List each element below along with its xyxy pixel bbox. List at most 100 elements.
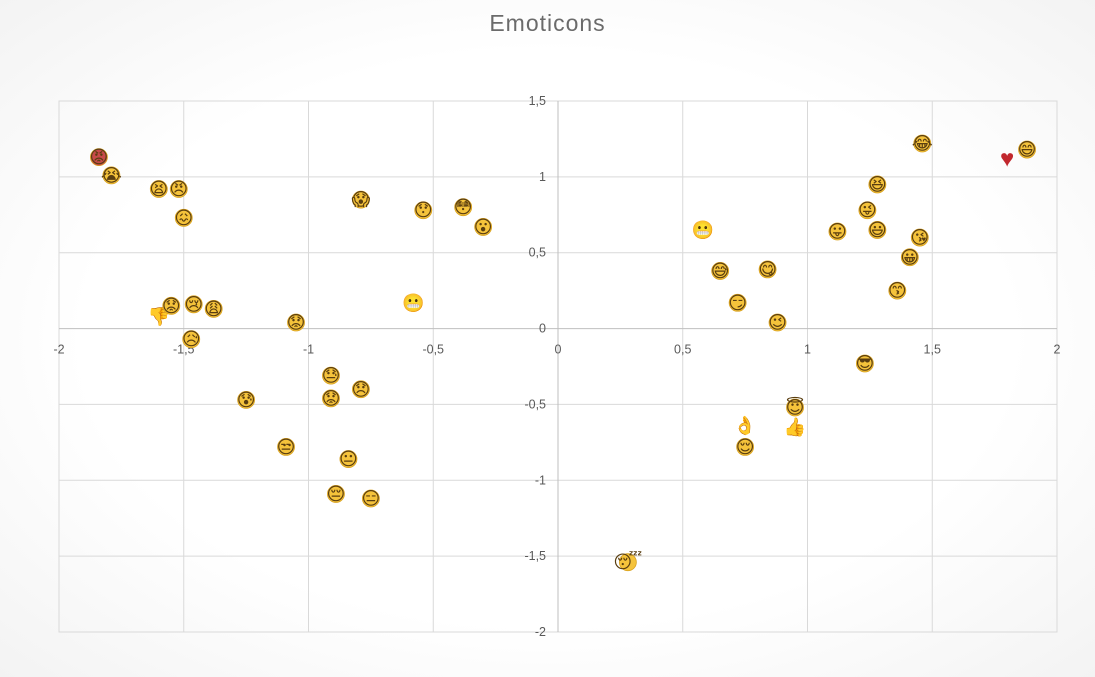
smirking-face-icon: 😏	[728, 293, 747, 314]
flushed-face-icon: 😳	[454, 197, 473, 218]
data-point-winking-face-with-tongue: 😜	[858, 200, 877, 221]
hushed-face-icon: 😯	[414, 200, 433, 221]
data-point-ok-hand: 👌	[734, 416, 756, 437]
thumbs-up-icon: 👍	[784, 416, 806, 438]
smiling-face-with-sweat-marker	[711, 262, 730, 280]
data-point-grimacing-face-2: 😬	[691, 220, 713, 241]
data-point-sleeping-face: 😴	[613, 551, 642, 573]
data-point-worried-face: 😟	[162, 296, 181, 317]
data-point-loudly-crying-face: 😭	[101, 165, 122, 186]
data-point-face-with-tears-of-joy: 😂	[912, 133, 933, 154]
y-tick-label: 1	[539, 170, 546, 184]
winking-face-marker	[768, 313, 787, 332]
data-point-smirking-face: 😏	[728, 293, 747, 314]
worried-face-3-marker	[322, 389, 340, 408]
face-with-open-mouth-cold-sweat-marker	[237, 390, 256, 409]
pouting-face-icon: 😡	[90, 147, 109, 168]
y-tick-label: -2	[535, 625, 546, 639]
worried-face-icon: 😟	[162, 296, 181, 317]
x-tick-label: -2	[53, 343, 64, 357]
data-point-face-with-open-mouth: 😮	[474, 217, 493, 238]
flushed-face-marker	[454, 198, 473, 217]
thumbs-down-icon: 👎	[148, 306, 170, 327]
data-point-face-blowing-a-kiss: 😘	[910, 228, 929, 249]
data-point-grinning-face: 😀	[900, 247, 919, 268]
disappointed-relieved-face-marker	[182, 330, 201, 349]
crying-face-icon: 😢	[184, 294, 203, 315]
sleeping-face-icon: 😴	[613, 551, 642, 573]
angry-face-marker	[169, 180, 188, 198]
data-point-face-with-cold-sweat: 😓	[322, 366, 341, 387]
data-point-unamused-face: 😒	[277, 437, 296, 458]
face-with-cold-sweat-icon: 😓	[322, 366, 341, 387]
face-with-open-mouth-marker	[474, 218, 493, 236]
data-point-thumbs-up: 👍	[784, 416, 806, 438]
x-tick-label: -0,5	[422, 343, 444, 357]
loudly-crying-face-icon: 😭	[101, 165, 122, 186]
face-with-open-mouth-icon: 😮	[474, 217, 493, 238]
data-point-flushed-face: 😳	[454, 197, 473, 218]
worried-face-3-icon: 😟	[322, 388, 341, 409]
kissing-face-with-smiling-eyes-icon: 😙	[888, 281, 907, 302]
data-point-tired-face: 😫	[149, 179, 168, 200]
grinning-face-with-smiling-eyes-marker	[1018, 140, 1036, 159]
worried-face-2-marker	[287, 313, 305, 332]
data-point-face-with-tongue: 😛	[828, 221, 847, 242]
x-tick-label: 1,5	[924, 343, 941, 357]
data-point-face-screaming-in-fear: 😱	[352, 190, 371, 211]
grimacing-face-2-icon: 😬	[691, 220, 713, 241]
hushed-face-marker	[414, 201, 433, 220]
data-point-angry-face: 😠	[169, 179, 188, 200]
relieved-face-marker	[736, 438, 755, 456]
grinning-face-marker	[900, 248, 919, 267]
x-tick-label: 2	[1054, 343, 1061, 357]
red-heart-icon: ♥	[1000, 146, 1014, 173]
confounded-face-marker	[174, 208, 193, 227]
face-with-open-mouth-cold-sweat-icon: 😰	[237, 390, 256, 411]
face-savoring-food-marker	[758, 260, 777, 279]
grinning-face-with-big-eyes-marker	[868, 221, 887, 239]
smiling-face-with-halo-icon: 😇	[786, 396, 805, 418]
grimacing-face-icon: 😬	[402, 293, 424, 314]
data-point-face-savoring-food: 😋	[758, 259, 777, 280]
face-with-tears-of-joy-marker	[913, 134, 932, 153]
kissing-face-with-smiling-eyes-marker	[888, 281, 907, 300]
unamused-face-icon: 😒	[277, 437, 296, 458]
x-tick-label: 1	[804, 343, 811, 357]
smiling-face-with-sunglasses-marker	[855, 354, 874, 373]
face-blowing-a-kiss-marker	[910, 228, 929, 247]
y-tick-label: -1	[535, 473, 546, 487]
winking-face-with-tongue-icon: 😜	[858, 200, 877, 221]
loudly-crying-face-marker	[102, 166, 121, 185]
worried-face-marker	[162, 296, 181, 315]
disappointed-face-marker	[351, 380, 370, 399]
smiling-face-with-halo-marker	[786, 398, 804, 417]
x-tick-label: -1	[303, 343, 314, 357]
axes	[59, 101, 1057, 632]
face-blowing-a-kiss-icon: 😘	[910, 228, 929, 249]
data-point-weary-face: 😩	[204, 299, 223, 320]
angry-face-icon: 😠	[169, 179, 188, 200]
grimacing-face-marker	[404, 293, 423, 312]
face-screaming-in-fear-marker	[351, 190, 370, 209]
crying-face-marker	[184, 295, 203, 314]
data-point-worried-face-2: 😟	[287, 313, 306, 334]
y-tick-label: 1,5	[529, 94, 546, 108]
data-points: 😡😭😫 😠😖👎😟 😢 😩😥😰😟😒😓😟 😞😔 😑😐😱😯 😳😮😬😴😬😅😏😋😉👌😌😇👍😛😜😆😃😎😙…	[90, 133, 1037, 573]
x-tick-label: 0	[555, 343, 562, 357]
unamused-face-marker	[277, 438, 295, 456]
grinning-face-with-big-eyes-icon: 😃	[868, 220, 887, 241]
relieved-face-icon: 😌	[736, 437, 755, 458]
data-point-thumbs-down: 👎	[148, 306, 170, 327]
data-point-kissing-face-with-smiling-eyes: 😙	[888, 281, 907, 302]
worried-face-2-icon: 😟	[287, 313, 306, 334]
face-screaming-in-fear-icon: 😱	[352, 190, 371, 211]
y-tick-label: -1,5	[524, 549, 546, 563]
grinning-squinting-face-marker	[868, 175, 887, 194]
data-point-expressionless-face: 😑	[361, 488, 380, 509]
confounded-face-icon: 😖	[174, 208, 193, 229]
winking-face-icon: 😉	[768, 313, 787, 334]
y-tick-label: 0	[539, 322, 546, 336]
weary-face-icon: 😩	[204, 299, 223, 320]
